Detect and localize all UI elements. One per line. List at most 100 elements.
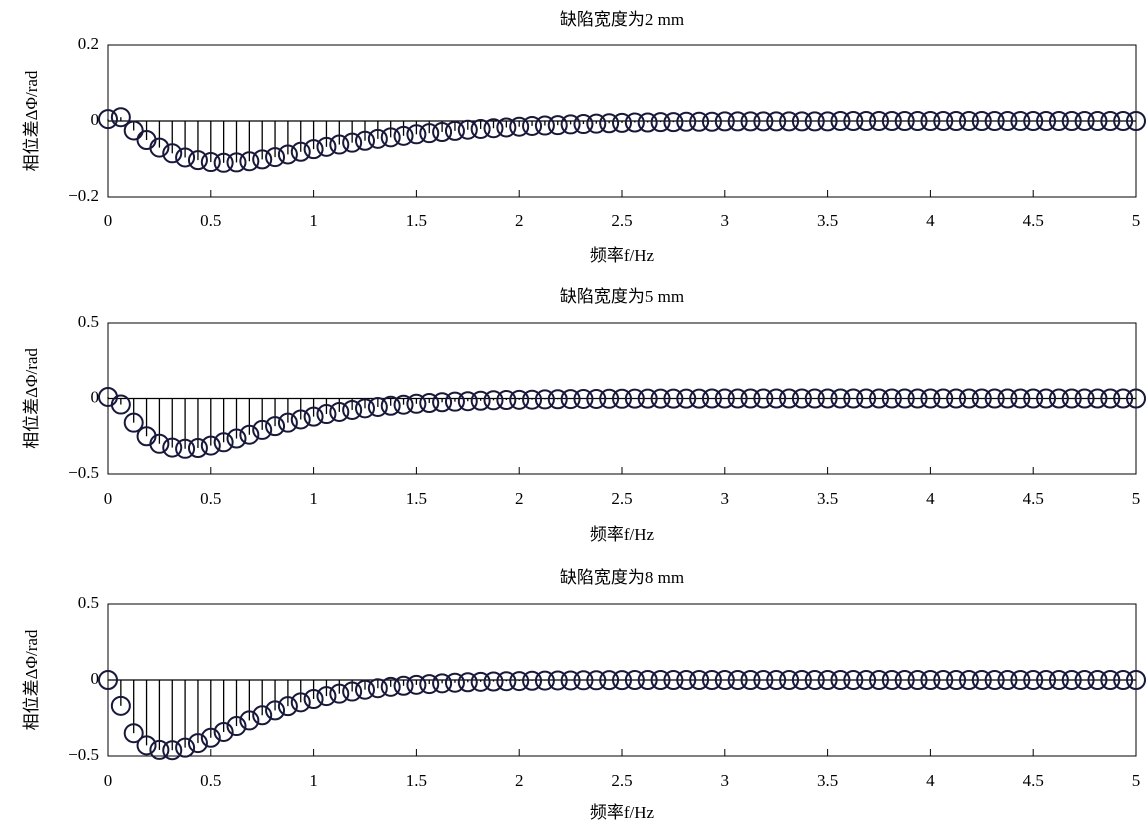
data-point-marker xyxy=(110,107,131,128)
data-point-marker xyxy=(432,122,453,143)
data-point-marker xyxy=(1100,111,1121,131)
data-point-marker xyxy=(470,118,491,139)
data-point-marker xyxy=(98,670,118,690)
data-point-marker xyxy=(1113,388,1134,409)
data-point-marker xyxy=(663,388,684,409)
data-point-marker xyxy=(599,670,620,691)
data-point-marker xyxy=(342,399,363,420)
x-tick-label: 4.5 xyxy=(1023,771,1044,790)
data-point-marker xyxy=(162,143,183,164)
data-point-marker xyxy=(881,111,902,131)
data-point-marker xyxy=(612,112,632,133)
x-tick-label: 2.5 xyxy=(611,771,632,790)
data-point-marker xyxy=(1074,388,1095,409)
data-point-marker xyxy=(984,670,1005,690)
data-point-marker xyxy=(779,111,800,132)
data-point-marker xyxy=(804,111,825,132)
data-point-marker xyxy=(676,111,697,132)
data-point-marker xyxy=(342,132,363,153)
data-point-marker xyxy=(958,111,979,131)
data-point-marker xyxy=(547,115,568,136)
data-point-marker xyxy=(727,388,748,409)
x-axis-label: 频率f/Hz xyxy=(590,803,655,822)
data-point-marker xyxy=(252,419,273,440)
data-point-marker xyxy=(316,136,337,157)
chart-title: 缺陷宽度为8 mm xyxy=(560,568,684,587)
data-point-marker xyxy=(779,670,800,690)
data-point-marker xyxy=(830,670,851,690)
data-point-marker xyxy=(1048,670,1069,690)
data-point-marker xyxy=(162,740,183,761)
data-point-marker xyxy=(419,393,440,414)
stem-chart-1: 缺陷宽度为2 mm 0 0.5 1 1.5 2 2.5 3 3.5 4 4.5 5 0.2 0 −0.2 频率… xyxy=(22,10,1146,265)
data-point-marker xyxy=(534,115,555,136)
data-point-marker xyxy=(586,388,607,409)
data-point-marker xyxy=(1100,670,1121,690)
x-tick-label: 2.5 xyxy=(611,211,632,230)
data-point-marker xyxy=(1061,111,1082,131)
data-point-marker xyxy=(355,679,375,700)
data-point-marker xyxy=(457,391,478,412)
data-point-marker xyxy=(1023,111,1044,131)
y-axis-label: 相位差ΔΦ/rad xyxy=(22,70,41,171)
data-point-marker xyxy=(1036,111,1057,131)
data-point-marker xyxy=(1074,111,1095,131)
data-point-marker xyxy=(946,111,967,131)
x-tick-label: 1.5 xyxy=(406,489,427,508)
data-point-marker xyxy=(123,723,144,744)
data-point-marker xyxy=(612,670,632,691)
data-point-marker xyxy=(329,683,350,704)
x-tick-label: 1.5 xyxy=(406,771,427,790)
data-point-marker xyxy=(881,670,902,690)
data-point-marker xyxy=(393,125,414,146)
data-point-marker xyxy=(869,670,889,690)
y-tick-label: 0 xyxy=(91,110,100,129)
data-point-marker xyxy=(149,739,170,760)
data-point-marker xyxy=(355,130,375,151)
data-point-marker xyxy=(239,710,260,731)
data-point-marker xyxy=(971,111,992,131)
data-point-marker xyxy=(1061,388,1082,409)
data-point-marker xyxy=(547,670,568,691)
data-point-marker xyxy=(804,670,825,690)
data-point-marker xyxy=(1048,388,1069,409)
y-axis-label: 相位差ΔΦ/rad xyxy=(22,348,41,449)
data-point-marker xyxy=(123,412,144,433)
data-point-marker xyxy=(1023,670,1044,690)
x-tick-label: 2 xyxy=(515,211,524,230)
data-point-marker xyxy=(1010,670,1031,690)
x-tick-label: 2 xyxy=(515,771,524,790)
data-point-marker xyxy=(265,147,286,168)
data-point-marker xyxy=(971,388,992,409)
data-point-marker xyxy=(637,112,658,133)
data-point-marker xyxy=(432,392,453,413)
stem-chart-3: 缺陷宽度为8 mm 0 0.5 1 1.5 2 2.5 3 3.5 4 4.5 5 0.5 0 −0.5 频率… xyxy=(22,568,1146,822)
data-point-marker xyxy=(496,390,517,411)
data-point-marker xyxy=(393,675,414,696)
y-tick-label: −0.5 xyxy=(68,463,99,482)
data-point-marker xyxy=(316,404,337,425)
data-point-marker xyxy=(843,670,864,690)
data-point-marker xyxy=(624,112,645,133)
data-point-marker xyxy=(187,150,208,171)
x-tick-label: 4.5 xyxy=(1023,489,1044,508)
data-point-marker xyxy=(869,111,889,131)
data-point-marker xyxy=(791,388,812,409)
data-point-marker xyxy=(997,111,1018,131)
data-point-marker xyxy=(187,438,208,459)
data-point-marker xyxy=(830,388,851,409)
data-point-marker xyxy=(380,395,401,416)
data-point-marker xyxy=(740,111,761,132)
chart-title: 缺陷宽度为2 mm xyxy=(560,10,684,29)
data-point-marker xyxy=(226,428,247,449)
data-point-marker xyxy=(894,388,915,409)
data-point-marker xyxy=(277,696,298,717)
x-axis-label: 频率f/Hz xyxy=(590,525,655,544)
x-tick-label: 5 xyxy=(1132,211,1141,230)
y-tick-label: −0.5 xyxy=(68,745,99,764)
data-point-marker xyxy=(984,388,1005,409)
data-point-marker xyxy=(573,670,594,691)
data-point-marker xyxy=(367,128,388,149)
data-point-marker xyxy=(1113,670,1134,690)
data-point-marker xyxy=(239,424,260,445)
